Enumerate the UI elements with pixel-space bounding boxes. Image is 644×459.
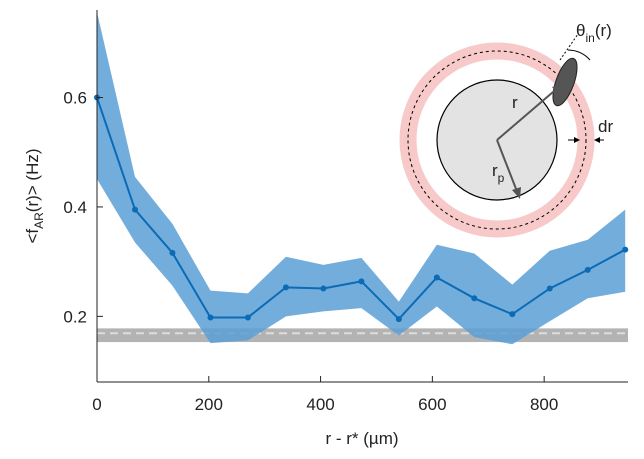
marker bbox=[433, 274, 440, 281]
inset-diagram: r rp dr θin(r) bbox=[399, 21, 613, 238]
r-arrow bbox=[496, 85, 561, 141]
y-tick-label: 0.6 bbox=[63, 89, 87, 108]
y-axis-label: <fAR(r)> (Hz) bbox=[23, 148, 46, 243]
y-tick-label: 0.4 bbox=[63, 198, 87, 217]
arrowhead bbox=[552, 83, 563, 93]
marker bbox=[282, 284, 289, 291]
marker bbox=[169, 249, 176, 256]
x-tick-label: 800 bbox=[530, 395, 558, 414]
theta-main: θ bbox=[576, 21, 585, 40]
reference-band bbox=[97, 328, 628, 343]
marker bbox=[509, 311, 516, 318]
marker bbox=[395, 316, 402, 323]
rp-label: rp bbox=[492, 161, 505, 185]
rp-main: r bbox=[492, 161, 498, 180]
x-tick-label: 600 bbox=[418, 395, 446, 414]
marker bbox=[320, 285, 327, 292]
x-axis-label: r - r* (µm) bbox=[325, 429, 398, 448]
theta-label: θin(r) bbox=[576, 21, 612, 45]
dr-label: dr bbox=[598, 117, 613, 136]
x-tick-label: 400 bbox=[306, 395, 334, 414]
arrowhead bbox=[594, 137, 600, 143]
marker bbox=[207, 314, 214, 321]
y-tick-label: 0.2 bbox=[63, 307, 87, 326]
theta-arg: (r) bbox=[595, 21, 612, 40]
angle-arc bbox=[567, 49, 591, 61]
ylabel-rest: (r)> (Hz) bbox=[23, 148, 42, 212]
rp-sub: p bbox=[498, 171, 505, 185]
ylabel-sub: AR bbox=[32, 212, 46, 229]
dashed-circle bbox=[407, 50, 587, 230]
x-tick-label: 0 bbox=[92, 395, 101, 414]
marker bbox=[584, 266, 591, 273]
angle-line bbox=[559, 33, 579, 61]
marker bbox=[244, 314, 251, 321]
cell bbox=[552, 57, 578, 107]
plot: 0 200 400 600 800 0.2 0.4 0.6 bbox=[63, 10, 629, 414]
r-label: r bbox=[512, 93, 518, 112]
ylabel-main: <f bbox=[23, 229, 42, 244]
arrowhead bbox=[512, 187, 521, 199]
marker bbox=[546, 285, 553, 292]
x-tick-label: 200 bbox=[195, 395, 223, 414]
arrowhead bbox=[574, 137, 580, 143]
error-band bbox=[97, 12, 626, 345]
marker bbox=[471, 295, 478, 302]
rp-arrow bbox=[496, 139, 519, 195]
marker bbox=[358, 278, 365, 285]
marker bbox=[132, 206, 139, 213]
marker bbox=[622, 246, 629, 253]
theta-sub: in bbox=[585, 31, 594, 45]
